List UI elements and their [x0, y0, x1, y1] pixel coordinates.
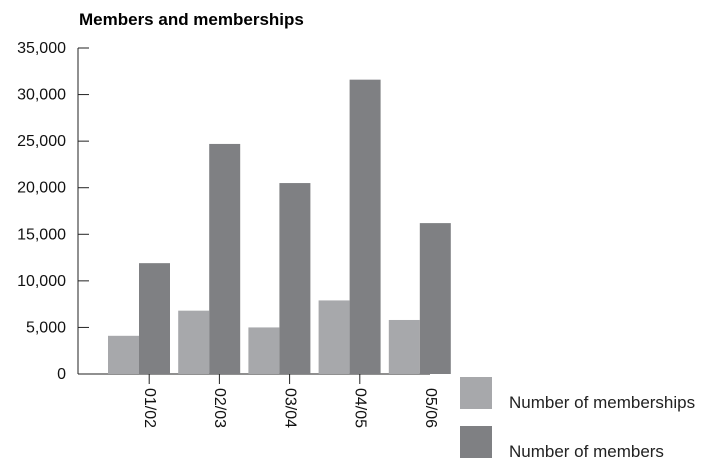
legend-swatch-members [460, 426, 492, 458]
y-tick-label: 10,000 [17, 273, 66, 290]
bar-members-04-05 [349, 79, 381, 374]
y-tick-label: 25,000 [17, 133, 66, 150]
y-tick-label: 15,000 [17, 226, 66, 243]
bars [108, 79, 451, 374]
legend-label-memberships: Number of memberships [509, 393, 695, 412]
bar-members-02-03 [209, 143, 241, 374]
x-tick-label: 04/05 [352, 388, 369, 428]
legend: Number of memberships Number of members [460, 377, 695, 461]
x-tick-label: 01/02 [141, 388, 158, 428]
x-tick-label: 05/06 [422, 388, 439, 428]
bar-members-01-02 [139, 263, 170, 374]
bar-memberships-03-04 [248, 327, 280, 374]
bar-members-05-06 [419, 223, 451, 374]
bar-memberships-05-06 [388, 319, 420, 374]
bar-memberships-01-02 [108, 335, 139, 374]
bar-memberships-02-03 [178, 310, 210, 374]
y-tick-label: 20,000 [17, 180, 66, 197]
legend-label-members: Number of members [509, 442, 664, 461]
legend-swatch-memberships [460, 377, 492, 409]
x-axis: 01/02 02/03 03/04 04/05 05/06 [78, 373, 439, 428]
x-tick-label: 02/03 [211, 388, 228, 428]
y-tick-label: 5,000 [26, 319, 66, 336]
bar-memberships-04-05 [318, 300, 350, 374]
y-tick-label: 30,000 [17, 87, 66, 104]
x-tick-label: 03/04 [281, 388, 298, 428]
y-tick-label: 0 [57, 366, 66, 383]
y-tick-label: 35,000 [17, 40, 66, 57]
chart-title: Members and memberships [79, 10, 304, 29]
y-axis: 0 5,000 10,000 15,000 20,000 25,000 30,000 35,0… [17, 40, 89, 383]
bar-members-03-04 [279, 183, 311, 374]
